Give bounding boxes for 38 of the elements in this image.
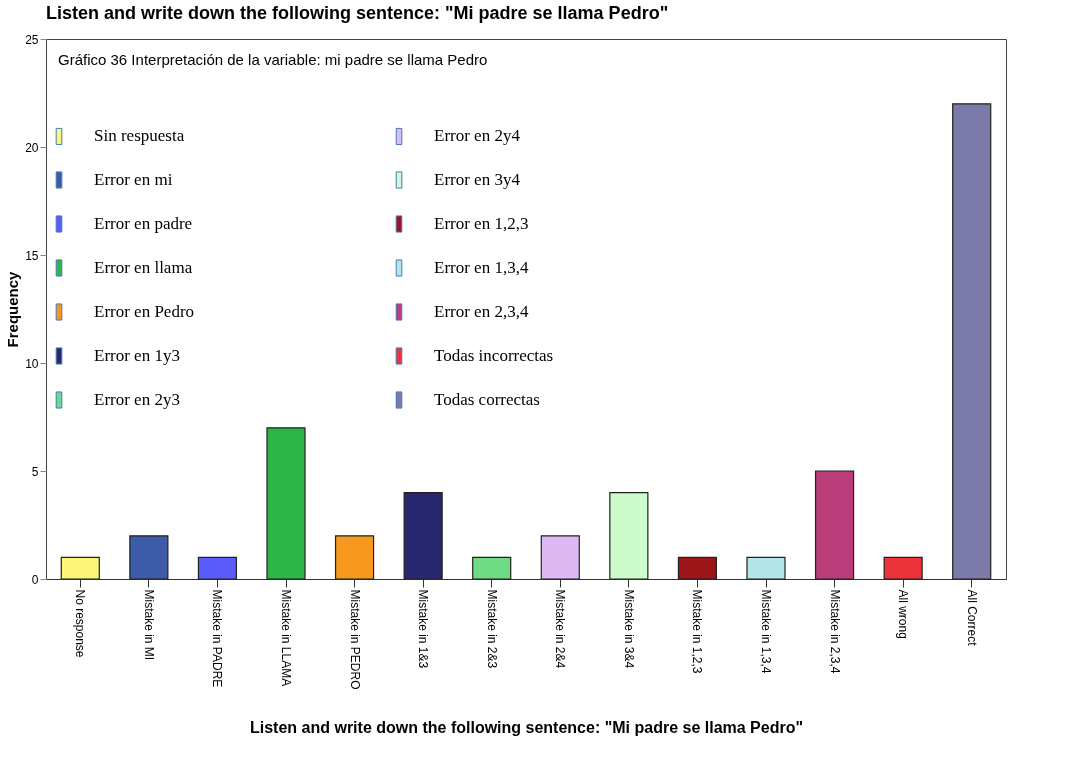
x-tick-label: Mistake in 1,3,4 (759, 589, 773, 674)
x-tick-label: Mistake in 1&3 (416, 589, 431, 669)
y-tick-label: 25 (25, 32, 39, 47)
y-tick-label: 0 (31, 572, 39, 587)
annotation: Gráfico 36 Interpretación de la variable: mi padre se llama Pedro (58, 51, 488, 68)
x-tick-label: Mistake in PEDRO (347, 589, 362, 690)
x-tick-label: Mistake in 2&4 (553, 589, 568, 669)
legend-label: Error en 2,3,4 (434, 302, 529, 321)
legend-label: Error en padre (94, 214, 193, 233)
x-tick-label: Mistake in 2&3 (484, 589, 499, 669)
x-tick-label: No response (73, 589, 88, 658)
y-tick-label: 10 (25, 356, 39, 371)
y-tick-label: 5 (31, 464, 39, 479)
legend-label: Error en mi (94, 170, 173, 189)
x-tick-label: Mistake in 1,2,3 (690, 589, 705, 674)
legend-label: Error en Pedro (94, 302, 195, 321)
x-axis-title: Listen and write down the following sentence: "Mi padre se llama Pedro" (249, 718, 804, 736)
legend-label: Error en 2y3 (94, 390, 180, 409)
legend-label: Error en llama (94, 258, 193, 277)
legend-label: Error en 1y3 (94, 346, 180, 365)
x-tick-label: Mistake in LLAMA (279, 589, 293, 687)
y-tick-label: 15 (25, 248, 39, 263)
chart-title: Listen and write down the following sentence: "Mi padre se llama Pedro" (46, 3, 669, 23)
legend-label: Error en 3y4 (434, 170, 521, 189)
legend-label: Todas incorrectas (434, 346, 554, 365)
legend-label: Error en 2y4 (434, 126, 521, 146)
x-tick-label: Mistake in 2,3,4 (827, 589, 842, 674)
y-axis-title: Frequency (4, 270, 22, 348)
x-tick-label: Mistake in MI (141, 589, 156, 661)
x-tick-label: Mistake in PADRE (210, 589, 225, 688)
x-tick-label: All Correct (964, 589, 979, 647)
legend-label: Error en 1,2,3 (434, 214, 529, 233)
legend-label: Sin respuesta (94, 126, 185, 146)
x-tick-label: Mistake in 3&4 (621, 589, 636, 669)
x-tick-label: All wrong (896, 589, 911, 639)
legend-label: Todas correctas (434, 390, 540, 409)
y-tick-label: 20 (25, 140, 39, 155)
legend-label: Error en 1,3,4 (434, 258, 529, 277)
